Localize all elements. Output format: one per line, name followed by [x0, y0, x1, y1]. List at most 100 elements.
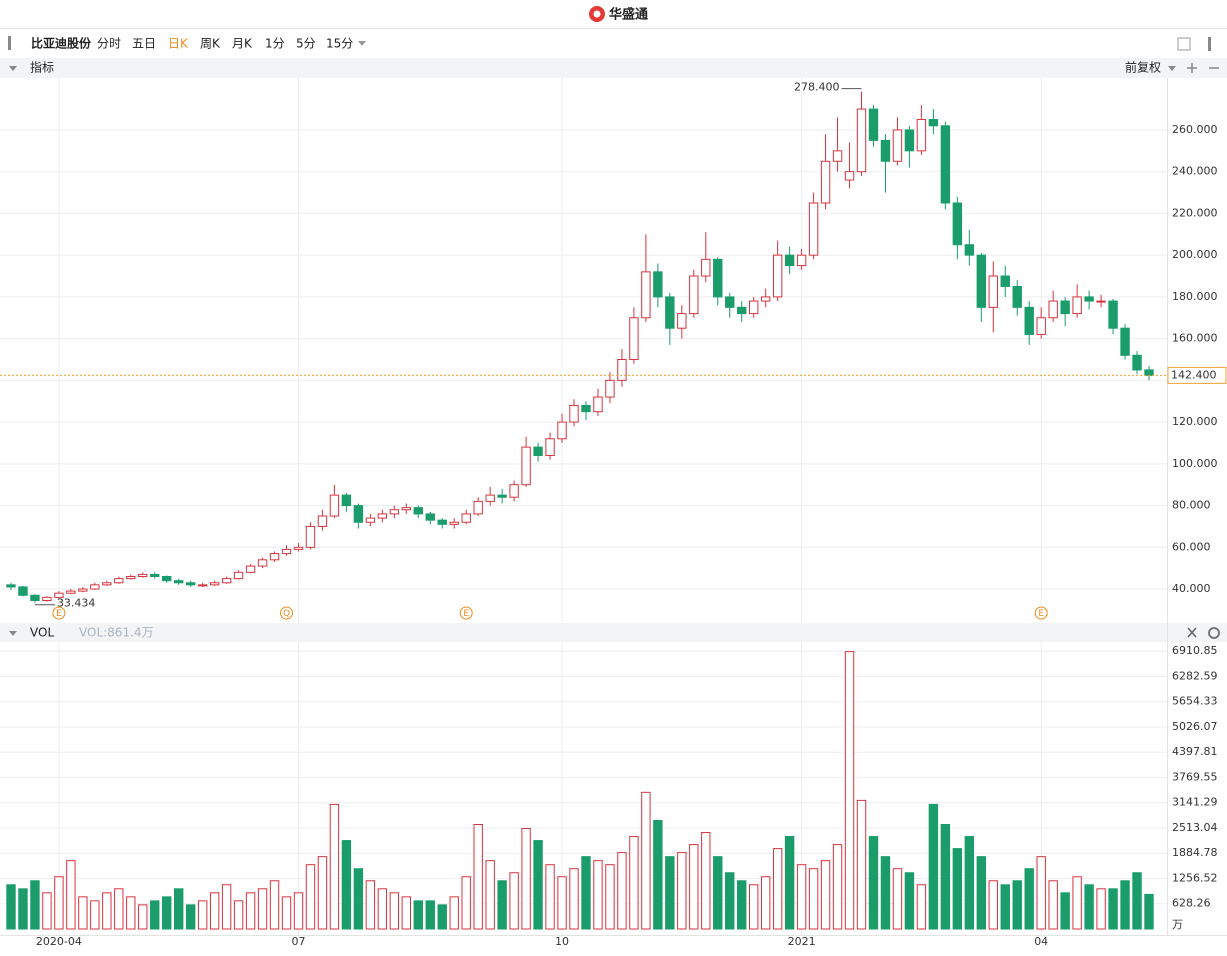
adjust-dropdown[interactable] [1168, 66, 1176, 71]
volume-bar [581, 856, 591, 930]
period-tab[interactable]: 分时 [97, 37, 121, 51]
volume-bar [737, 880, 747, 930]
volume-bar [1084, 884, 1094, 930]
y-tick-label: 100.000 [1172, 457, 1218, 470]
period-tab[interactable]: 日K [168, 37, 189, 51]
y-tick-label: 4397.81 [1172, 745, 1218, 758]
volume-bar [760, 876, 771, 930]
adjust-button[interactable]: 前复权 [1125, 60, 1161, 75]
period-tab[interactable]: 月K [232, 37, 253, 51]
candle-body [1072, 296, 1082, 315]
candle-body [437, 519, 447, 525]
y-tick-label: 5026.07 [1172, 720, 1218, 733]
candle-body [880, 139, 891, 162]
candle-body [389, 509, 400, 515]
event-marker[interactable] [459, 606, 473, 620]
candle-body [473, 500, 483, 515]
vol-unit: 万 [1172, 918, 1183, 931]
volume-bar [209, 892, 220, 930]
volume-bar [701, 832, 711, 930]
candle-body [66, 590, 76, 594]
candle-body [341, 494, 352, 507]
candle-body [114, 578, 124, 584]
candle-body [377, 513, 388, 519]
volume-bar [1012, 880, 1022, 930]
indicator-collapse[interactable] [9, 66, 17, 71]
x-tick-label: 10 [555, 935, 569, 948]
period-tab[interactable]: 五日 [132, 37, 156, 51]
period-tab[interactable]: 周K [200, 37, 221, 51]
volume-bar [713, 856, 723, 930]
candle-body [856, 108, 867, 173]
candle-body [521, 446, 531, 486]
candle-body [6, 584, 16, 588]
volume-bar [617, 852, 627, 930]
period-tab[interactable]: 1分 [265, 37, 285, 51]
candle-body [749, 300, 759, 315]
volume-bar [521, 828, 531, 930]
period-dropdown[interactable] [358, 41, 366, 46]
indicator-button[interactable]: 指标 [30, 60, 54, 75]
sidebar-toggle[interactable] [8, 36, 11, 50]
candle-body [281, 548, 292, 555]
candle-body [1024, 306, 1034, 335]
volume-bar [820, 860, 831, 930]
volume-bar [401, 896, 411, 930]
candle-body [90, 584, 100, 590]
candle-body [605, 379, 615, 398]
candle-body [509, 484, 519, 498]
volume-bar [281, 896, 292, 930]
candle-body [293, 546, 304, 550]
volume-bar [245, 892, 256, 930]
volume-bar [90, 900, 100, 930]
volume-bar [772, 848, 783, 930]
volume-bar [880, 856, 891, 930]
candle-body [30, 594, 40, 602]
candle-body [653, 271, 663, 298]
vol-settings[interactable] [1208, 627, 1220, 639]
period-tab[interactable]: 5分 [296, 37, 316, 51]
volume-bar [1072, 876, 1082, 930]
y-tick-label: 3141.29 [1172, 796, 1218, 809]
candle-body [784, 254, 795, 267]
vol-close[interactable] [1187, 627, 1197, 638]
event-label[interactable]: E [56, 609, 62, 619]
event-label[interactable]: E [463, 609, 469, 619]
volume-bar [892, 868, 903, 930]
y-tick-label: 160.000 [1172, 332, 1218, 345]
event-marker[interactable] [280, 606, 294, 620]
candle-body [138, 573, 148, 578]
candle-body [269, 553, 280, 561]
candle-body [641, 271, 651, 319]
candle-body [461, 513, 471, 523]
candle-body [1144, 369, 1154, 376]
candle-body [988, 275, 998, 308]
y-tick-label: 2513.04 [1172, 821, 1218, 834]
volume-bar [305, 864, 316, 930]
event-marker[interactable] [52, 606, 66, 620]
volume-bar [904, 872, 915, 930]
y-tick-label: 6910.85 [1172, 644, 1218, 657]
y-tick-label: 80.000 [1172, 499, 1211, 512]
volume-bar [389, 892, 400, 930]
period-tab[interactable]: 15分 [326, 37, 353, 51]
panel-toggle[interactable] [1208, 37, 1211, 51]
candle-body [449, 521, 459, 525]
candle-body [353, 505, 364, 523]
candle-body [760, 296, 771, 302]
volume-bar [341, 840, 352, 930]
event-marker[interactable] [1034, 606, 1048, 620]
candle-body [964, 244, 975, 256]
candle-body [665, 296, 675, 329]
volume-bar [1144, 893, 1154, 930]
volume-bar [377, 888, 388, 930]
event-label[interactable]: E [1038, 609, 1044, 619]
zoom-in[interactable] [1187, 63, 1197, 73]
expand-icon[interactable] [1177, 37, 1191, 51]
vol-collapse[interactable] [9, 631, 17, 636]
candle-body [629, 317, 639, 360]
event-label[interactable]: Q [283, 609, 290, 619]
logo-text: 华盛通 [609, 7, 648, 23]
volume-bar [18, 888, 28, 930]
